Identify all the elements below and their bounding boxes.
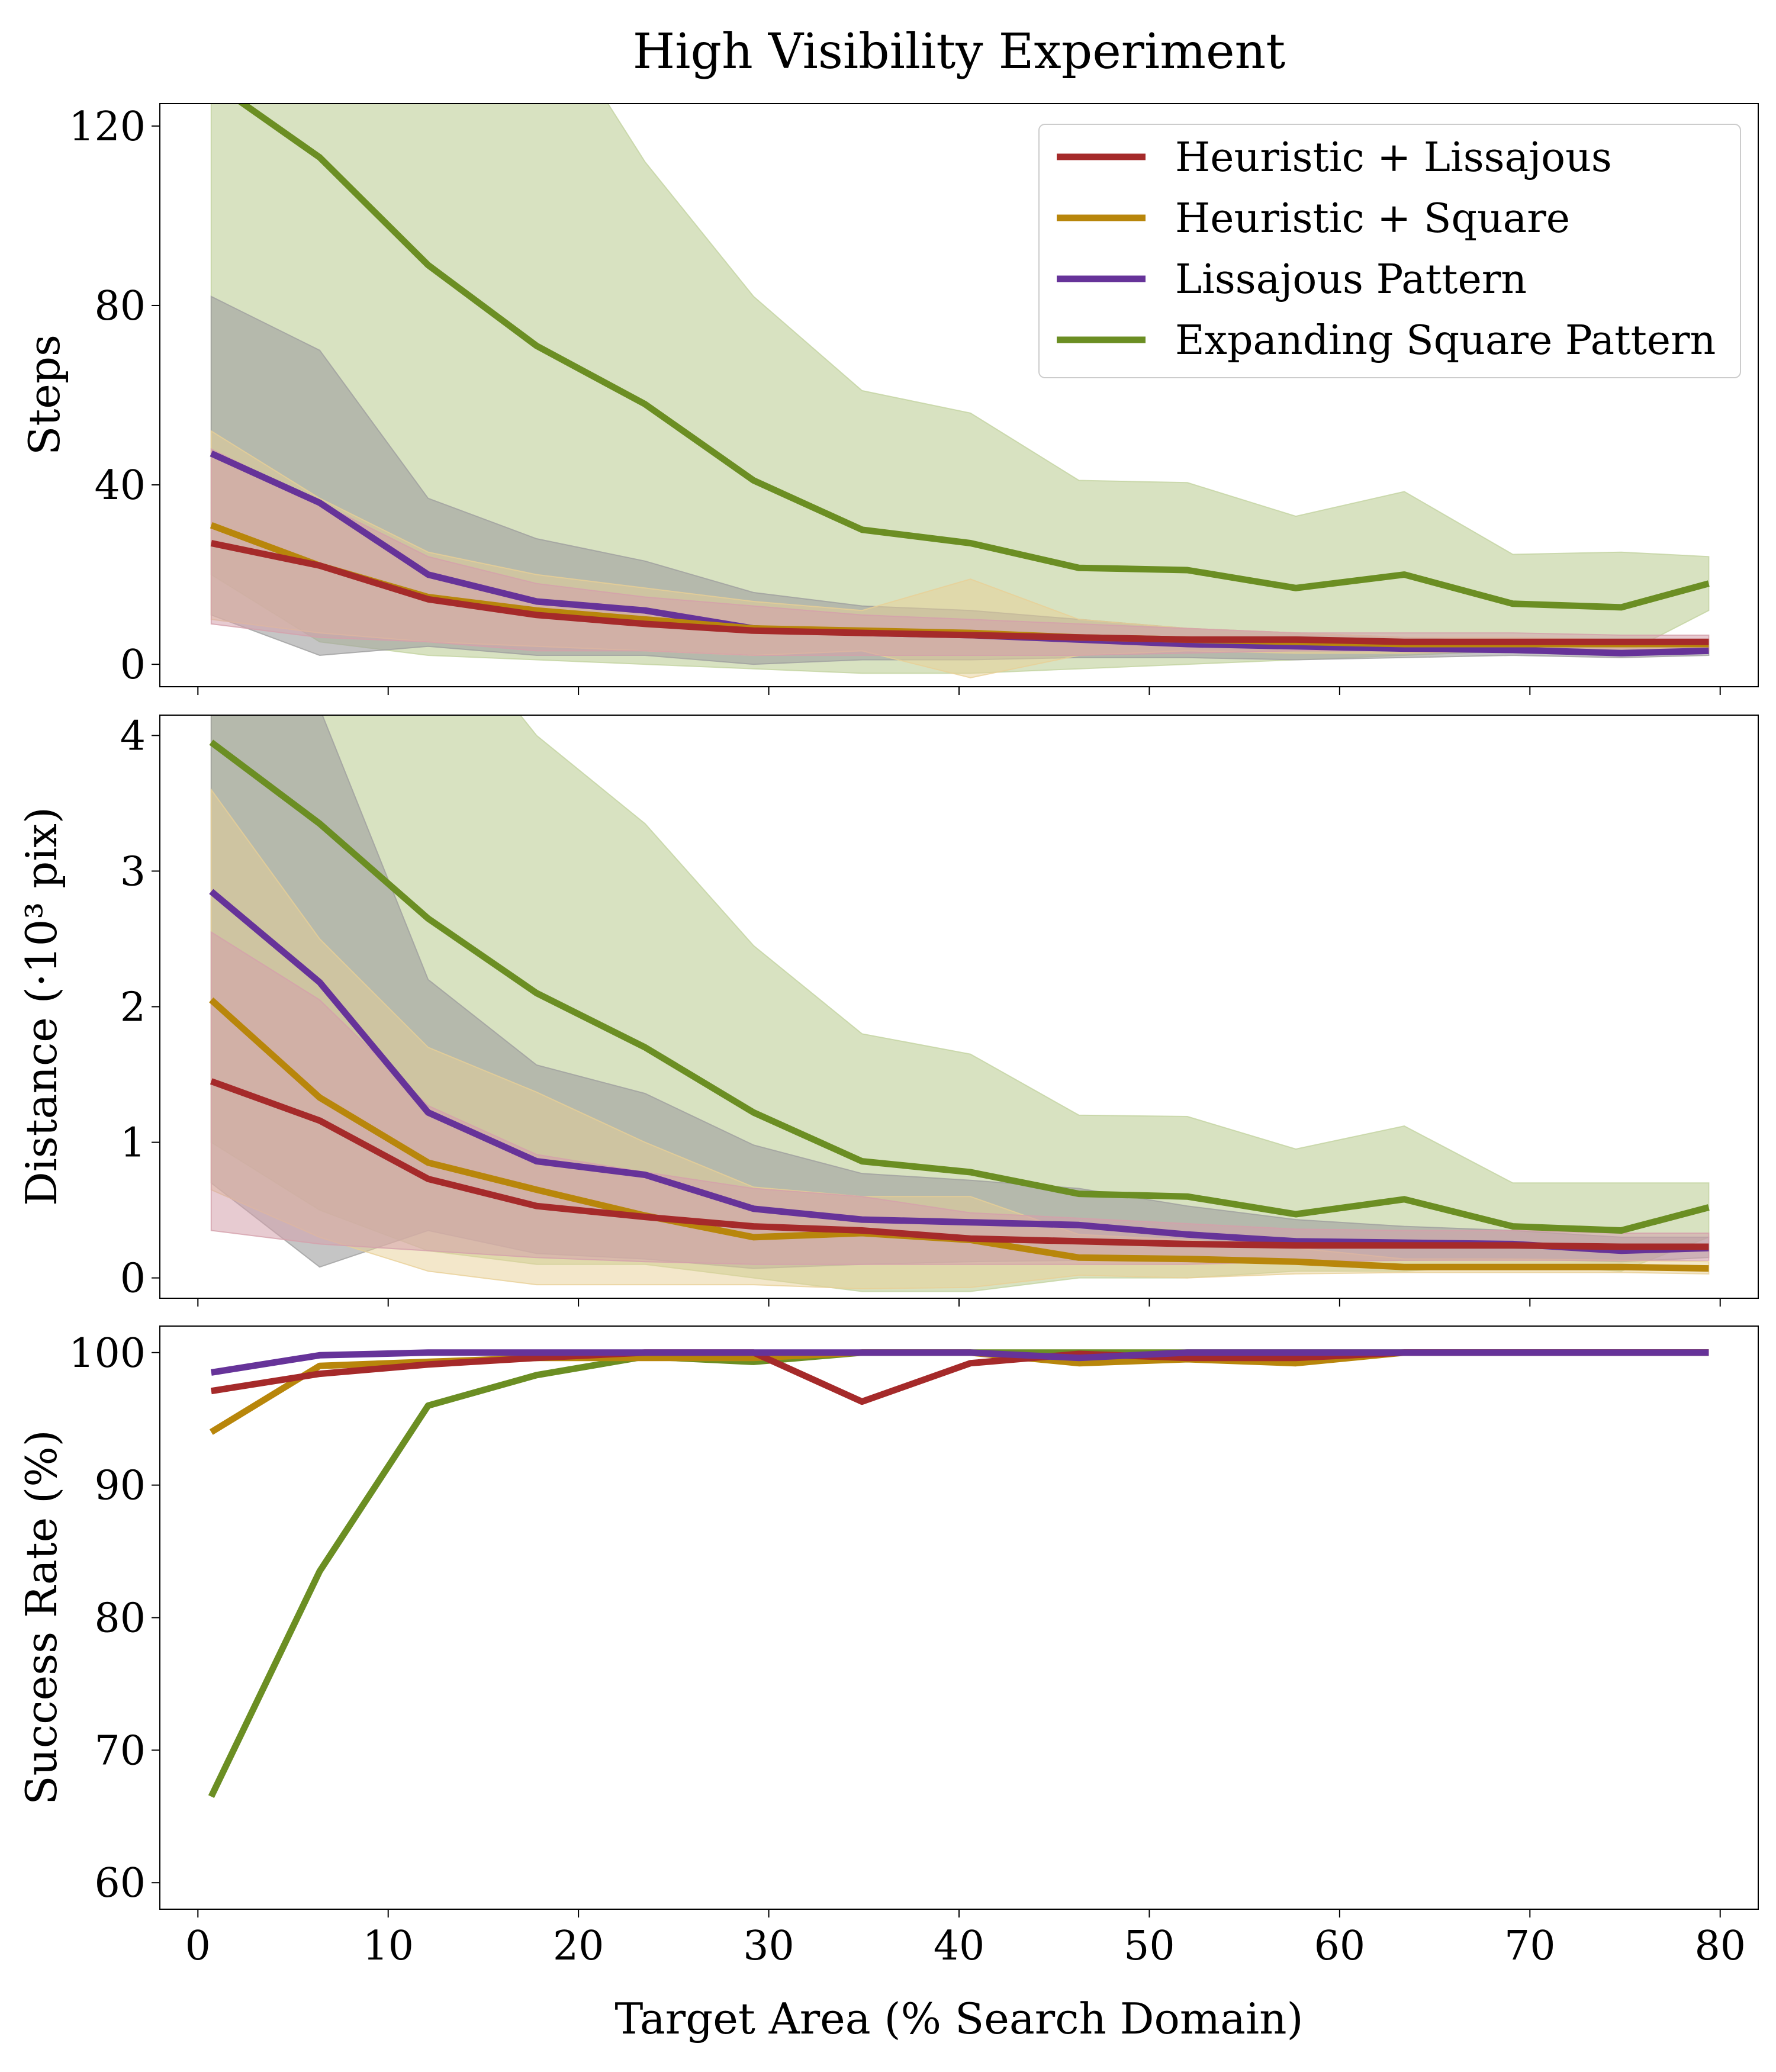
- x-axis-label: Target Area (% Search Domain): [614, 1994, 1303, 2044]
- success-y-tick-label: 100: [69, 1330, 146, 1377]
- legend-label-heuristic-square: Heuristic + Square: [1175, 195, 1570, 242]
- steps-x-ticks: [197, 687, 1721, 695]
- steps-y-tick-label: 80: [94, 283, 146, 330]
- distance-y-label: Distance (·10³ pix): [17, 807, 66, 1206]
- success-y-tick-label: 70: [94, 1727, 146, 1774]
- steps-band-lissajous: [210, 295, 1710, 665]
- success-y-label: Success Rate (%): [17, 1430, 66, 1805]
- success-lines: [208, 1349, 1709, 1798]
- steps-band-square: [210, 104, 1710, 674]
- distance-line-heuristic-lissajous: [210, 1078, 1709, 1250]
- success-x-tick-label: 30: [743, 1923, 794, 1970]
- success-y-tick-label: 80: [94, 1595, 146, 1642]
- success-x-ticks: 0 10 20 30 40 50 60 70 80: [185, 1909, 1746, 1970]
- steps-y-tick-label: 40: [94, 462, 146, 509]
- legend: Heuristic + Lissajous Heuristic + Square L…: [1038, 124, 1741, 378]
- steps-y-ticks: 0 40 80 120: [69, 104, 160, 688]
- success-panel: 0 10 20 30 40 50 60 70 80 60 70 80 90 100 Success Ra…: [17, 1325, 1759, 1970]
- legend-box: [1038, 124, 1741, 378]
- distance-band-heuristic-lissajous: [210, 931, 1710, 1265]
- steps-line-square: [237, 104, 1710, 611]
- success-x-tick-label: 60: [1314, 1923, 1366, 1970]
- distance-y-tick-label: 2: [120, 984, 146, 1031]
- success-x-tick-label: 70: [1504, 1923, 1556, 1970]
- success-y-tick-label: 90: [94, 1463, 146, 1510]
- distance-y-tick-label: 0: [120, 1256, 146, 1302]
- legend-label-lissajous: Lissajous Pattern: [1175, 256, 1527, 303]
- distance-y-tick-label: 1: [120, 1120, 146, 1167]
- legend-label-square: Expanding Square Pattern: [1175, 317, 1716, 364]
- legend-label-heuristic-lissajous: Heuristic + Lissajous: [1175, 134, 1612, 181]
- distance-bands: [210, 715, 1710, 1292]
- distance-panel: 0 1 2 3 4 Distance (·10³ pix): [17, 713, 1759, 1307]
- steps-y-label: Steps: [20, 334, 69, 455]
- steps-y-tick-label: 120: [69, 104, 146, 150]
- success-y-ticks: 60 70 80 90 100: [69, 1330, 160, 1907]
- distance-x-ticks: [197, 1298, 1721, 1307]
- success-x-tick-label: 20: [553, 1923, 604, 1970]
- success-y-tick-label: 60: [94, 1860, 146, 1907]
- steps-y-tick-label: 0: [120, 642, 146, 688]
- distance-line-square: [209, 739, 1710, 1234]
- steps-lines: [210, 104, 1710, 657]
- success-x-tick-label: 0: [185, 1923, 211, 1970]
- success-x-tick-label: 10: [362, 1923, 414, 1970]
- success-line-lissajous: [210, 1349, 1709, 1376]
- chart-title: High Visibility Experiment: [633, 24, 1286, 80]
- steps-panel: 0 40 80 120 Steps: [20, 103, 1759, 695]
- distance-y-tick-label: 4: [120, 713, 146, 760]
- steps-line-heuristic-lissajous: [210, 540, 1709, 645]
- distance-lines: [209, 739, 1710, 1272]
- distance-y-ticks: 0 1 2 3 4: [120, 713, 160, 1302]
- success-x-tick-label: 40: [934, 1923, 985, 1970]
- success-x-tick-label: 80: [1694, 1923, 1746, 1970]
- success-x-tick-label: 50: [1124, 1923, 1175, 1970]
- distance-y-tick-label: 3: [120, 848, 146, 895]
